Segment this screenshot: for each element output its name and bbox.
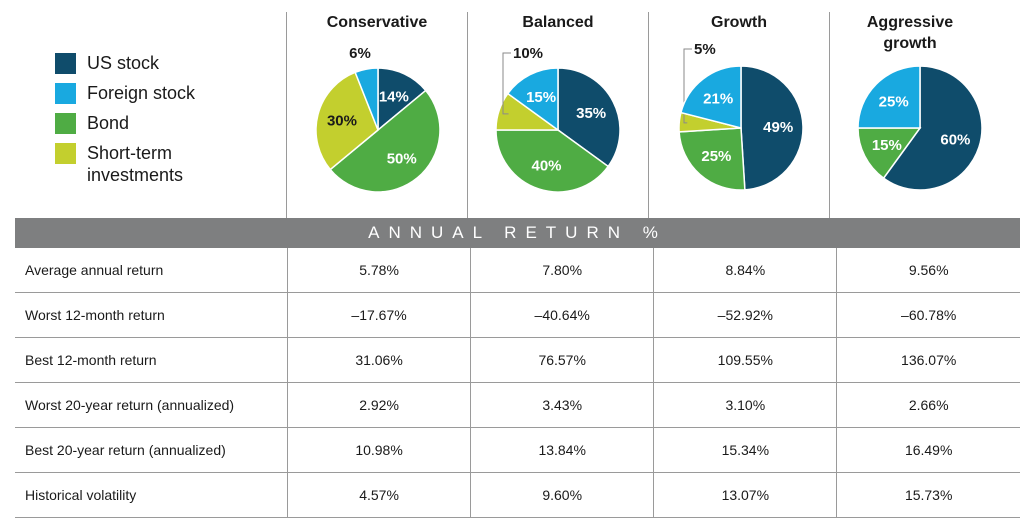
table-cell: 15.34% xyxy=(653,427,837,473)
table-cell: –40.64% xyxy=(470,292,654,338)
legend-swatch xyxy=(55,113,76,134)
pie-slice-label: 15% xyxy=(872,137,902,154)
pie-title-balanced: Balanced xyxy=(522,14,594,31)
pie-charts: 14% 50% 30% 6% 35% 40% 10% 15% 49% 25% 5% 21% 60% 15%… xyxy=(315,41,983,193)
legend-item-foreign-stock: Foreign stock xyxy=(55,82,227,104)
table-row: Historical volatility 4.57% 9.60% 13.07% 15.… xyxy=(15,472,1020,518)
legend-label: US stock xyxy=(87,53,160,73)
pie-title-conservative: Conservative xyxy=(326,14,428,31)
row-label: Best 12-month return xyxy=(15,337,288,383)
table-cell: –17.67% xyxy=(286,292,471,338)
table-cell: 3.43% xyxy=(470,382,654,428)
row-label: Best 20-year return (annualized) xyxy=(15,427,288,473)
table-cell: 8.84% xyxy=(653,248,837,293)
table-cell: 16.49% xyxy=(836,427,1020,473)
pie-slice xyxy=(857,127,922,180)
legend-swatch xyxy=(55,53,76,74)
pie-slice-label: 35% xyxy=(576,105,606,122)
table-cell: 31.06% xyxy=(286,337,471,383)
pie-slice-label: 10% xyxy=(513,45,543,62)
pie-slice xyxy=(495,129,610,193)
legend-swatch xyxy=(55,143,76,164)
leader-line xyxy=(502,52,511,115)
table-cell: 3.10% xyxy=(653,382,837,428)
pie-slice xyxy=(506,67,559,132)
pie-slice-label: 21% xyxy=(703,91,733,108)
table-cell: 9.60% xyxy=(470,472,654,518)
legend-label: Foreign stock xyxy=(87,83,196,103)
table-cell: 9.56% xyxy=(836,248,1020,293)
pie-slice xyxy=(678,127,746,191)
annual-return-banner: ANNUAL RETURN % xyxy=(15,218,1020,248)
pie-title-aggressive-growth: Aggressive growth xyxy=(866,14,954,52)
table-row: Worst 12-month return –17.67% –40.64% –52.9… xyxy=(15,292,1020,338)
pie-slice xyxy=(857,65,921,129)
column-divider xyxy=(286,12,287,218)
pie-slice-label: 25% xyxy=(701,148,731,165)
column-divider xyxy=(829,12,830,218)
table-row: Best 12-month return 31.06% 76.57% 109.55% 1… xyxy=(15,337,1020,383)
legend-item-us-stock: US stock xyxy=(55,52,227,74)
row-label: Average annual return xyxy=(15,248,288,293)
table-row: Average annual return 5.78% 7.80% 8.84% 9.56… xyxy=(15,248,1020,293)
table-cell: 2.92% xyxy=(286,382,471,428)
table-cell: 7.80% xyxy=(470,248,654,293)
table-row: Best 20-year return (annualized) 10.98% 13… xyxy=(15,427,1020,473)
returns-table: Average annual return 5.78% 7.80% 8.84% 9.56… xyxy=(15,248,1020,518)
table-cell: 13.07% xyxy=(653,472,837,518)
pie-slice-label: 5% xyxy=(694,41,716,58)
pie-slice-label: 30% xyxy=(327,113,357,130)
table-cell: 13.84% xyxy=(470,427,654,473)
legend: US stock Foreign stock Bond Short-term i… xyxy=(55,52,227,194)
pie-slice xyxy=(329,89,441,193)
pie-slice xyxy=(680,65,742,129)
table-cell: 136.07% xyxy=(836,337,1020,383)
legend-swatch xyxy=(55,83,76,104)
table-cell: 10.98% xyxy=(286,427,471,473)
leader-line xyxy=(683,48,692,124)
pie-slice xyxy=(557,67,621,168)
table-cell: 4.57% xyxy=(286,472,471,518)
pie-slice-label: 50% xyxy=(387,151,417,168)
column-divider xyxy=(467,12,468,218)
legend-item-short-term: Short-term investments xyxy=(55,142,227,186)
pie-slice-label: 14% xyxy=(379,88,409,105)
pie-slice xyxy=(740,65,804,191)
legend-item-bond: Bond xyxy=(55,112,227,134)
legend-label: Bond xyxy=(87,113,130,133)
pie-slice-label: 49% xyxy=(763,119,793,136)
pie-slice-label: 40% xyxy=(531,157,561,174)
table-cell: 5.78% xyxy=(286,248,471,293)
row-label: Worst 12-month return xyxy=(15,292,288,338)
pie-slice-label: 25% xyxy=(879,94,909,111)
pie-slice xyxy=(354,67,379,131)
pie-slice xyxy=(882,65,983,191)
table-cell: 109.55% xyxy=(653,337,837,383)
table-cell: –60.78% xyxy=(836,292,1020,338)
pie-slice xyxy=(377,67,427,132)
row-label: Historical volatility xyxy=(15,472,288,518)
pie-slice-label: 60% xyxy=(940,131,970,148)
table-cell: 76.57% xyxy=(470,337,654,383)
table-cell: 15.73% xyxy=(836,472,1020,518)
table-cell: 2.66% xyxy=(836,382,1020,428)
pie-slice-label: 6% xyxy=(349,45,371,62)
pie-slice xyxy=(315,71,379,171)
pie-slice-label: 15% xyxy=(526,89,556,106)
table-cell: –52.92% xyxy=(653,292,837,338)
table-row: Worst 20-year return (annualized) 2.92% 3.… xyxy=(15,382,1020,428)
pie-title-growth: Growth xyxy=(711,14,767,31)
column-divider xyxy=(648,12,649,218)
legend-label: Short-term investments xyxy=(87,143,184,185)
row-label: Worst 20-year return (annualized) xyxy=(15,382,288,428)
